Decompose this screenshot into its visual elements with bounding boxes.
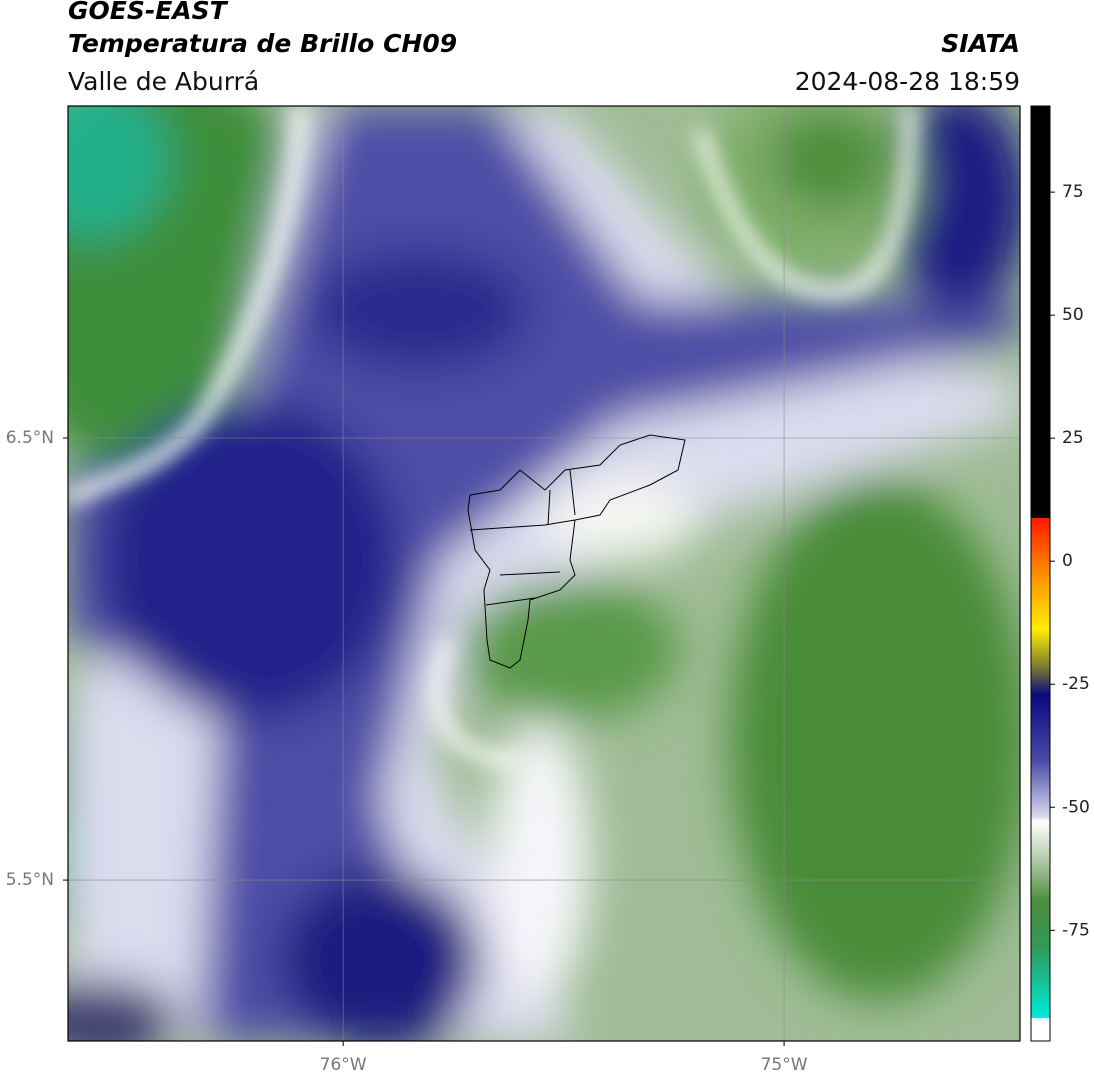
colorbar-tick-label: -50 <box>1062 797 1090 817</box>
region: Valle de Aburrá <box>68 67 259 96</box>
cloud-field <box>68 106 1020 1041</box>
colorbar-ticks: 75 50 25 0 -25 -50 -75 <box>1050 182 1090 940</box>
source: SIATA <box>941 29 1020 58</box>
lon-label: 76°W <box>320 1055 367 1075</box>
graticule: 6.5°N 5.5°N 76°W 75°W <box>6 106 1020 1075</box>
map-frame <box>67 105 1021 1042</box>
colorbar-tick-label: 50 <box>1062 305 1084 325</box>
map-imagery <box>68 106 1020 1041</box>
lat-label: 6.5°N <box>6 428 54 448</box>
lon-label: 75°W <box>761 1055 808 1075</box>
title: GOES-EAST <box>68 0 229 25</box>
lat-label: 5.5°N <box>6 870 54 890</box>
colorbar-tick-label: -75 <box>1062 920 1090 940</box>
colorbar-tick-label: 0 <box>1062 551 1073 571</box>
timestamp: 2024-08-28 18:59 <box>795 67 1020 96</box>
colorbar-tick-label: 25 <box>1062 428 1084 448</box>
colorbar-tick-label: -25 <box>1062 674 1090 694</box>
colorbar-tick-label: 75 <box>1062 182 1084 202</box>
valle-de-aburra-outline <box>467 434 686 669</box>
subtitle: Temperatura de Brillo CH09 <box>68 29 457 58</box>
colorbar <box>1030 105 1051 1042</box>
bright-edges <box>68 106 916 766</box>
